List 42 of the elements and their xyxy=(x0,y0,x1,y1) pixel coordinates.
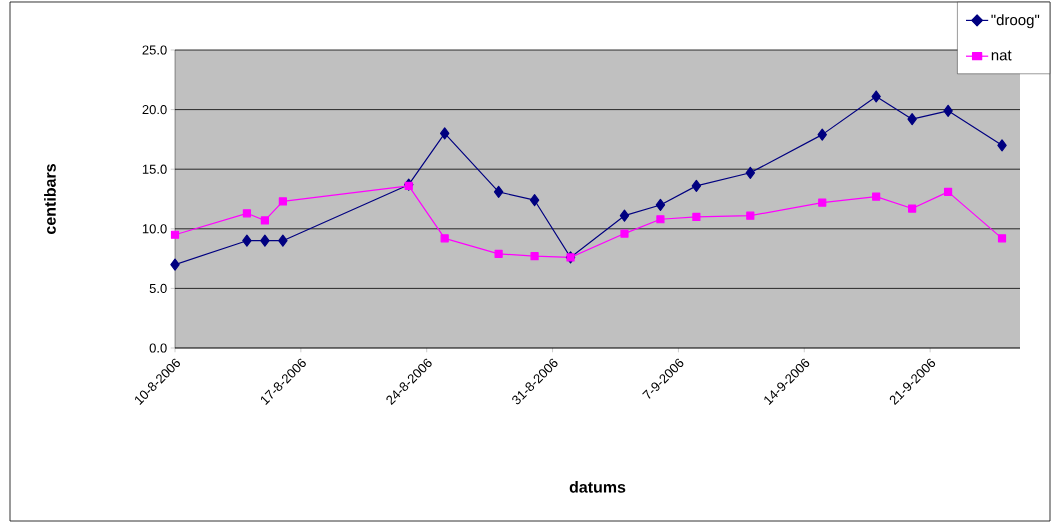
point xyxy=(997,234,1007,243)
point xyxy=(943,104,953,117)
point xyxy=(872,192,881,201)
point xyxy=(746,211,755,220)
point xyxy=(908,204,917,213)
point xyxy=(943,187,953,196)
y-tick-label: 0.0 xyxy=(149,343,167,353)
point xyxy=(997,139,1007,152)
point xyxy=(745,166,756,179)
point xyxy=(530,252,539,261)
point xyxy=(655,198,666,212)
point xyxy=(691,179,702,192)
y-tick-label: 15.0 xyxy=(142,164,167,174)
y-tick-label: 25.0 xyxy=(142,45,167,55)
point xyxy=(440,234,449,243)
point xyxy=(692,212,701,221)
point xyxy=(242,209,252,218)
point xyxy=(619,209,630,222)
y-tick-label: 5.0 xyxy=(149,283,167,293)
point xyxy=(620,229,629,238)
y-tick-label: 10.0 xyxy=(142,224,167,234)
point xyxy=(260,216,269,225)
y-axis-title: centibars xyxy=(44,164,56,234)
point xyxy=(656,215,665,224)
x-axis-title: datums xyxy=(569,481,626,493)
point xyxy=(170,258,180,271)
point xyxy=(278,197,287,206)
legend-label: "droog" xyxy=(991,14,1040,29)
point xyxy=(529,194,540,207)
point xyxy=(818,198,827,207)
point xyxy=(817,128,827,141)
point xyxy=(493,185,504,198)
point xyxy=(439,127,450,140)
point xyxy=(170,230,180,239)
point xyxy=(242,234,252,247)
point xyxy=(278,234,288,247)
point xyxy=(907,113,917,126)
legend-label: nat xyxy=(991,50,1012,61)
point xyxy=(494,249,503,258)
y-tick-label: 20.0 xyxy=(142,105,167,115)
point xyxy=(260,234,270,247)
point xyxy=(871,90,881,103)
